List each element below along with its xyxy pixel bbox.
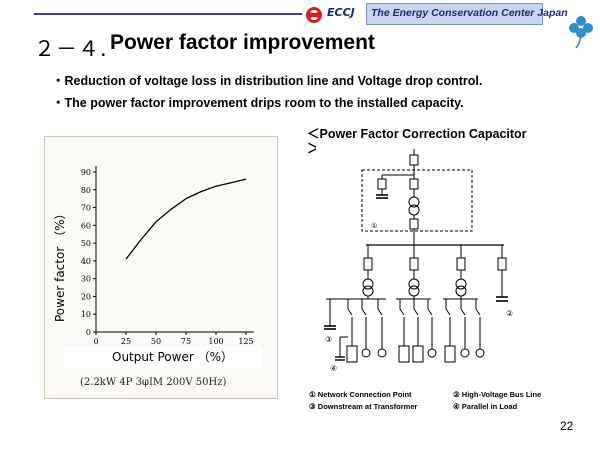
bullet-item: ・The power factor improvement drips room… bbox=[52, 96, 464, 110]
y-tick-label: 10 bbox=[81, 310, 91, 319]
clover-logo-icon bbox=[569, 16, 593, 49]
marker-2: ② bbox=[506, 309, 513, 318]
y-tick-label: 0 bbox=[86, 328, 91, 337]
breaker-icon bbox=[377, 178, 387, 190]
marker-3: ③ bbox=[325, 335, 332, 344]
y-axis-label: Power factor （%） bbox=[53, 207, 67, 322]
y-tick-label: 70 bbox=[81, 204, 91, 213]
x-tick-label: 100 bbox=[208, 337, 223, 346]
breaker-icon bbox=[409, 218, 419, 230]
network-connection-box bbox=[361, 169, 473, 232]
header-rule bbox=[34, 13, 302, 15]
legend-item: ① Network Connection Point bbox=[309, 390, 412, 399]
section-number: ２－４. bbox=[34, 37, 108, 61]
organization-banner bbox=[366, 3, 543, 25]
x-tick-label: 125 bbox=[238, 337, 253, 346]
legend-item: ③ Downstream at Transformer bbox=[309, 402, 418, 411]
organization-name: The Energy Conservation Center Japan bbox=[371, 7, 568, 19]
x-axis-label: Output Power （%） bbox=[112, 350, 233, 364]
breaker-icon bbox=[409, 178, 419, 190]
y-tick-label: 60 bbox=[81, 221, 91, 230]
marker-4: ④ bbox=[330, 364, 337, 373]
logo-text: ECCJ bbox=[327, 6, 355, 19]
x-axis-label-background bbox=[64, 346, 262, 368]
y-tick-label: 50 bbox=[81, 239, 91, 248]
capacitor-circuit-diagram: ① ② ③ ④ bbox=[324, 149, 513, 373]
y-tick-label: 20 bbox=[81, 292, 91, 301]
transformer-icon bbox=[408, 196, 420, 208]
power-factor-line bbox=[125, 178, 247, 260]
diagram-title: ＜Power Factor Correction Capacitor bbox=[307, 127, 527, 141]
y-tick-label: 80 bbox=[81, 186, 91, 195]
x-tick-label: 0 bbox=[93, 337, 98, 346]
legend-item: ② High-Voltage Bus Line bbox=[453, 390, 542, 399]
marker-1: ① bbox=[371, 222, 377, 230]
page-title: Power factor improvement bbox=[110, 31, 375, 54]
legend-item: ④ Parallel in Load bbox=[453, 402, 518, 411]
x-tick-label: 75 bbox=[181, 337, 191, 346]
x-tick-label: 25 bbox=[121, 337, 131, 346]
eccj-logo-icon bbox=[306, 7, 322, 23]
breaker-icon bbox=[409, 154, 419, 166]
y-tick-label: 40 bbox=[81, 257, 91, 266]
power-factor-chart: 0 10 20 30 40 50 60 70 80 90 0 25 50 75 100 125 bbox=[81, 166, 254, 346]
chart-caption: (2.2kW 4P 3φIM 200V 50Hz) bbox=[80, 377, 227, 388]
y-tick-label: 90 bbox=[81, 168, 91, 177]
bullet-item: ・Reduction of voltage loss in distributi… bbox=[52, 74, 483, 88]
x-tick-label: 50 bbox=[151, 337, 161, 346]
diagram-panel bbox=[316, 141, 546, 376]
y-tick-label: 30 bbox=[81, 275, 91, 284]
page-number: 22 bbox=[560, 419, 574, 433]
